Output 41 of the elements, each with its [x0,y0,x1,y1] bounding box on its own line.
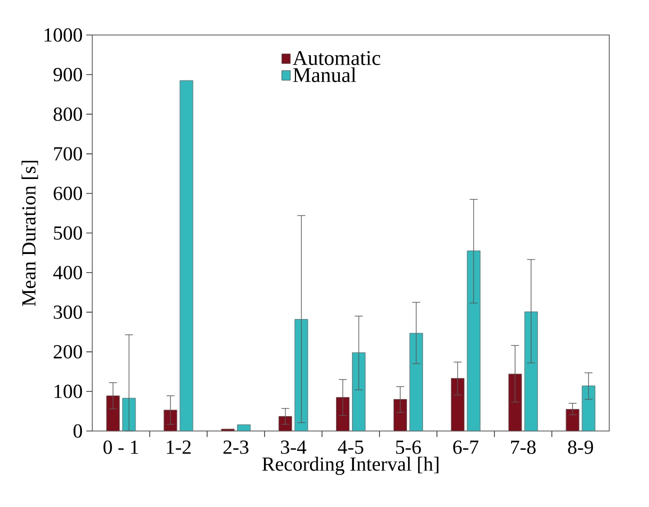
y-tick-label: 700 [54,147,82,161]
x-tick-label: 3-4 [281,440,306,454]
x-tick-label: 2-3 [223,440,248,454]
bar [122,398,136,432]
y-tick-label: 800 [54,107,82,121]
x-tick-label: 5-6 [396,440,421,454]
x-tick-label: 1-2 [166,440,191,454]
y-tick-label: 600 [54,186,82,200]
bar [278,416,292,432]
y-axis-title: Mean Duration [s] [22,160,38,306]
y-tick-label: 500 [54,226,82,240]
y-tick-label: 900 [54,68,82,82]
y-tick-label: 1000 [44,28,82,42]
bar [106,396,120,432]
bar [524,312,538,432]
bar [237,424,251,432]
bar [294,319,308,432]
x-tick-label: 6-7 [453,440,478,454]
bar [352,352,366,432]
bar [582,386,596,432]
bar [336,397,350,432]
y-tick-label: 0 [74,424,82,438]
bar [409,332,423,432]
bar [180,80,194,432]
y-tick-label: 100 [54,384,82,398]
bar [164,410,178,432]
y-tick-label: 200 [54,345,82,359]
y-tick-label: 400 [53,266,82,280]
bar [393,399,407,432]
y-tick-label: 300 [54,305,82,319]
x-tick-label: 0 - 1 [104,440,138,454]
x-tick-label: 7-8 [511,440,536,454]
bar [466,250,480,432]
x-axis-title: Recording Interval [h] [262,456,438,475]
x-tick-label: 8-9 [568,440,594,454]
bar [508,374,522,432]
bar [450,378,464,432]
x-tick-label: 4-5 [338,440,364,454]
bar [566,408,580,432]
legend-label: Automatic [292,51,380,66]
legend-label: Manual [293,67,356,82]
